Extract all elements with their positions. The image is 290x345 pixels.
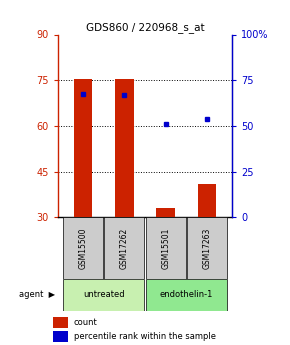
Bar bbox=[63, 217, 103, 279]
Text: count: count bbox=[74, 318, 97, 327]
Text: GSM15501: GSM15501 bbox=[161, 228, 170, 269]
Bar bbox=[74, 79, 92, 217]
Bar bbox=[104, 217, 144, 279]
Text: GSM17262: GSM17262 bbox=[120, 228, 129, 269]
Bar bbox=[187, 217, 227, 279]
Text: percentile rank within the sample: percentile rank within the sample bbox=[74, 332, 216, 341]
Bar bbox=[156, 208, 175, 217]
Text: untreated: untreated bbox=[83, 290, 124, 299]
Bar bbox=[53, 317, 68, 328]
Bar bbox=[198, 184, 216, 217]
Bar bbox=[146, 279, 227, 311]
Text: GSM17263: GSM17263 bbox=[203, 228, 212, 269]
Title: GDS860 / 220968_s_at: GDS860 / 220968_s_at bbox=[86, 22, 204, 33]
Text: endothelin-1: endothelin-1 bbox=[160, 290, 213, 299]
Text: agent  ▶: agent ▶ bbox=[19, 290, 55, 299]
Text: GSM15500: GSM15500 bbox=[78, 228, 87, 269]
Bar bbox=[115, 79, 134, 217]
Bar bbox=[53, 331, 68, 342]
Bar bbox=[63, 279, 144, 311]
Bar bbox=[146, 217, 186, 279]
